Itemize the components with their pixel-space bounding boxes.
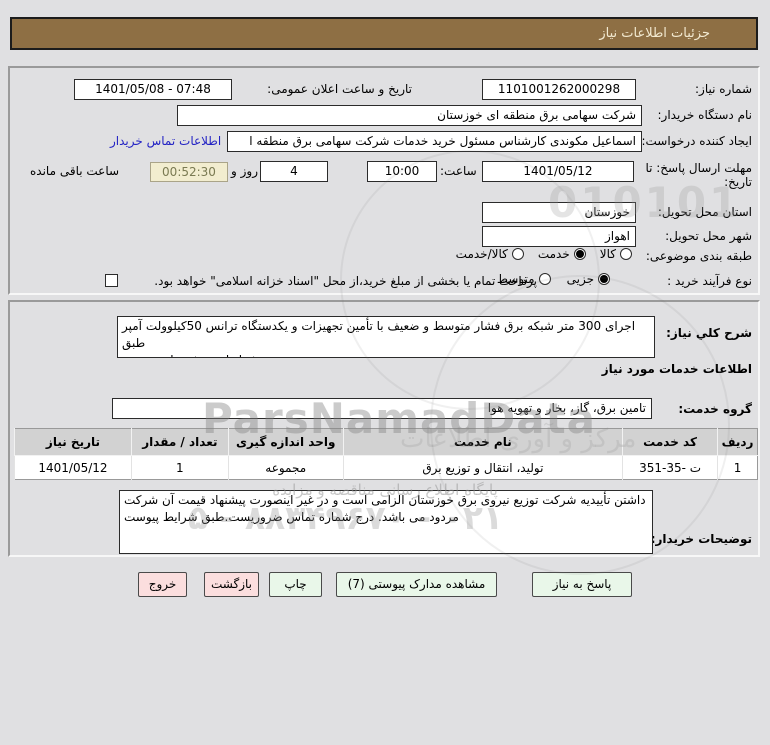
col-service-code: کد خدمت — [622, 428, 718, 456]
radio-checked-icon[interactable] — [573, 248, 586, 260]
col-need-date: تاریخ نیاز — [14, 428, 132, 456]
buyer-contact-link[interactable]: اطلاعات تماس خریدار — [110, 134, 222, 148]
deadline-time-field[interactable]: 10:00 — [367, 161, 437, 182]
services-table: ردیف کد خدمت نام خدمت واحد اندازه گیری ت… — [14, 428, 758, 480]
need-number-label: شماره نیاز: — [695, 82, 752, 96]
days-and-label: روز و — [231, 164, 258, 178]
page-title-bar: جزئیات اطلاعات نیاز — [10, 17, 758, 50]
category-option-service[interactable]: خدمت — [538, 247, 586, 261]
province-label: استان محل تحویل: — [657, 205, 752, 219]
deadline-label: مهلت ارسال پاسخ: تا تاریخ: — [645, 161, 752, 189]
buyer-org-field[interactable]: شرکت سهامی برق منطقه ای خوزستان — [177, 105, 642, 126]
need-description-label: شرح کلي نیاز: — [666, 326, 752, 340]
announce-datetime-field[interactable]: 1401/05/08 - 07:48 — [74, 79, 232, 100]
service-group-field[interactable]: تامین برق، گاز، بخار و تهویه هوا — [112, 398, 652, 419]
radio-label: جزیی — [566, 272, 594, 286]
remaining-days-field[interactable]: 4 — [260, 161, 328, 182]
category-option-goods-service[interactable]: کالا/خدمت — [456, 247, 524, 261]
cell-unit: مجموعه — [227, 455, 344, 480]
buyer-notes-box[interactable]: داشتن تأییدیه شرکت توزیع نیروی برق خوزست… — [119, 490, 653, 554]
services-panel: شرح کلي نیاز: اجرای 300 متر شبکه برق فشا… — [8, 300, 760, 557]
process-type-label: نوع فرآیند خرید : — [667, 274, 752, 288]
treasury-docs-label: پرداخت تمام یا بخشی از مبلغ خرید،از محل … — [154, 274, 537, 288]
treasury-docs-checkbox[interactable] — [105, 274, 118, 287]
cell-need-date: 1401/05/12 — [14, 455, 132, 480]
need-number-field[interactable]: 1101001262000298 — [482, 79, 636, 100]
deadline-hour-label: ساعت: — [440, 164, 477, 178]
cell-service-code: ت -35-351 — [622, 455, 718, 480]
process-option-medium[interactable]: متوسط — [497, 272, 551, 286]
need-info-panel: شماره نیاز: 1101001262000298 تاریخ و ساع… — [8, 66, 760, 295]
province-field[interactable]: خوزستان — [482, 202, 636, 223]
radio-checked-icon[interactable] — [598, 273, 610, 285]
radio-label: متوسط — [496, 272, 535, 286]
buyer-org-label: نام دستگاه خریدار: — [657, 108, 753, 122]
col-quantity: تعداد / مقدار — [130, 428, 229, 456]
process-radio-group: جزیی متوسط — [497, 272, 610, 286]
respond-to-need-button[interactable]: پاسخ به نیاز — [532, 572, 632, 597]
countdown-timer: 00:52:30 — [150, 162, 228, 182]
radio-icon[interactable] — [511, 248, 524, 260]
cell-service-name: تولید، انتقال و توزیع برق — [342, 455, 623, 480]
back-button[interactable]: بازگشت — [204, 572, 259, 597]
service-row: 1 ت -35-351 تولید، انتقال و توزیع برق مج… — [14, 455, 758, 480]
col-service-name: نام خدمت — [342, 428, 623, 456]
service-group-label: گروه خدمت: — [678, 402, 752, 416]
radio-icon[interactable] — [538, 273, 551, 285]
category-radio-group: کالا خدمت کالا/خدمت — [456, 247, 632, 261]
radio-label: خدمت — [537, 247, 570, 261]
print-button[interactable]: چاپ — [269, 572, 322, 597]
view-attachments-button[interactable]: مشاهده مدارک پیوستی (7) — [336, 572, 497, 597]
col-unit: واحد اندازه گیری — [227, 428, 344, 456]
deadline-date-field[interactable]: 1401/05/12 — [482, 161, 634, 182]
buyer-notes-label: توضیحات خریدار: — [650, 532, 752, 546]
process-option-minor[interactable]: جزیی — [567, 272, 610, 286]
creator-field[interactable]: اسماعیل مکوندی کارشناس مسئول خرید خدمات … — [227, 131, 642, 152]
exit-button[interactable]: خروج — [138, 572, 187, 597]
city-field[interactable]: اهواز — [482, 226, 636, 247]
radio-label: کالا — [599, 247, 616, 261]
creator-label: ایجاد کننده درخواست: — [641, 134, 752, 148]
hours-remaining-label: ساعت باقی مانده — [30, 164, 120, 178]
announce-datetime-label: تاریخ و ساعت اعلان عمومی: — [267, 82, 412, 96]
services-section-heading: اطلاعات خدمات مورد نیاز — [601, 362, 752, 376]
category-option-goods[interactable]: کالا — [600, 247, 632, 261]
page-title: جزئیات اطلاعات نیاز — [599, 26, 710, 41]
category-label: طبقه بندی موضوعی: — [645, 249, 752, 263]
services-table-header-row: ردیف کد خدمت نام خدمت واحد اندازه گیری ت… — [14, 428, 758, 456]
radio-icon[interactable] — [620, 248, 632, 260]
radio-label: کالا/خدمت — [455, 247, 508, 261]
col-row-number: ردیف — [717, 428, 758, 456]
cell-quantity: 1 — [130, 455, 229, 480]
cell-row-number: 1 — [717, 455, 758, 480]
need-description-box[interactable]: اجرای 300 متر شبکه برق فشار متوسط و ضعیف… — [117, 316, 655, 358]
city-label: شهر محل تحویل: — [665, 229, 752, 243]
